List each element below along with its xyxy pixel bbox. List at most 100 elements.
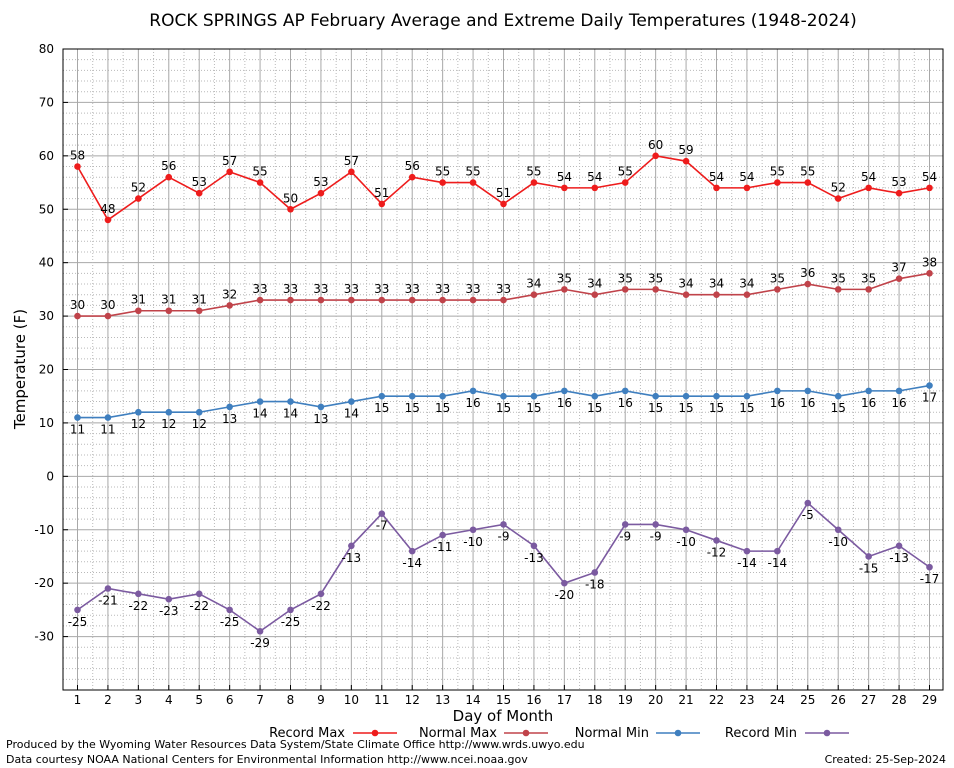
data-label-normal-min: 15 [405,401,420,415]
data-point-record-min [378,510,386,518]
data-point-record-max [256,179,264,186]
data-label-normal-max: 33 [374,282,389,296]
data-label-normal-min: 16 [770,396,785,410]
x-tick-label: 20 [648,693,663,707]
data-point-normal-min [226,403,233,411]
data-point-record-min [713,537,720,544]
data-point-normal-max [774,286,781,293]
data-label-record-max: 52 [131,181,146,195]
x-tick-label: 22 [709,693,724,707]
data-point-record-min [530,542,538,550]
data-label-record-max: 55 [770,165,785,179]
data-label-normal-max: 37 [891,261,906,275]
data-point-record-max [408,173,416,181]
data-label-normal-max: 33 [405,282,420,296]
data-label-normal-min: 15 [678,401,693,415]
data-point-record-max [804,179,812,186]
data-label-record-min: -21 [98,594,118,608]
data-point-normal-min [652,392,659,400]
data-point-record-min [682,526,690,534]
data-label-record-max: 53 [891,175,906,189]
data-point-normal-min [408,392,416,400]
data-point-record-min [895,542,903,550]
x-tick-label: 10 [344,693,359,707]
data-label-normal-max: 33 [435,282,450,296]
data-point-normal-max [104,312,112,320]
y-tick-label: -30 [34,630,54,644]
data-label-normal-max: 36 [800,266,815,280]
y-tick-label: 30 [39,309,54,323]
x-tick-label: 26 [831,693,846,707]
data-point-record-max [652,152,659,160]
data-point-record-max [74,163,81,170]
data-label-normal-max: 31 [192,293,207,307]
data-point-record-max [834,195,842,202]
data-label-normal-min: 15 [709,401,724,415]
x-tick-label: 18 [587,693,602,707]
data-point-record-max [621,179,629,186]
data-label-record-min: -22 [311,599,331,613]
x-tick-label: 13 [435,693,450,707]
data-point-record-min [226,606,233,614]
data-label-record-max: 53 [313,175,328,189]
data-label-record-max: 54 [861,170,876,184]
data-point-normal-max [408,296,416,304]
data-point-record-min [834,526,842,534]
x-tick-label: 9 [317,693,325,707]
data-point-normal-min [621,387,629,395]
data-label-record-min: -10 [828,535,848,549]
data-label-record-min: -23 [159,604,179,618]
data-point-record-max [591,184,599,192]
data-point-record-max [682,157,690,165]
data-label-record-max: 55 [252,165,267,179]
x-tick-label: 25 [800,693,815,707]
data-label-normal-max: 30 [70,298,85,312]
data-point-record-max [895,189,903,197]
data-point-normal-max [256,296,264,304]
x-tick-label: 5 [195,693,203,707]
data-point-normal-max [561,286,568,293]
data-label-record-max: 55 [618,165,633,179]
data-label-normal-min: 16 [891,396,906,410]
data-point-record-max [469,179,477,186]
legend-label: Record Min [725,726,797,741]
data-point-record-max [348,168,355,176]
footer-produced-by: Produced by the Wyoming Water Resources … [6,738,585,751]
x-tick-label: 16 [526,693,541,707]
data-label-normal-min: 15 [374,401,389,415]
data-point-normal-min [317,403,325,411]
data-label-normal-max: 31 [131,293,146,307]
y-tick-label: 40 [39,256,54,270]
x-axis: 1 2 3 4 5 6 7 8 9 10 11 12 13 14 15 16 17 18 19 20 21 22 23 24 2… [74,685,937,707]
data-point-normal-min [500,392,507,400]
x-tick-label: 23 [739,693,754,707]
data-point-normal-min [804,387,812,395]
data-point-normal-min [135,408,142,416]
data-point-normal-min [348,398,355,405]
data-label-normal-max: 32 [222,287,237,301]
data-label-normal-min: 16 [800,396,815,410]
data-label-normal-min: 16 [465,396,480,410]
legend-swatch-marker [674,729,682,737]
data-point-normal-max [439,296,446,304]
data-label-normal-min: 11 [100,423,115,437]
data-point-normal-max [530,291,538,299]
data-point-normal-max [195,307,203,315]
chart-title: ROCK SPRINGS AP February Average and Ext… [149,11,856,31]
data-label-normal-max: 35 [648,271,663,285]
data-point-record-max [287,205,294,213]
data-point-normal-max [895,275,903,282]
data-point-normal-max [652,286,659,293]
data-label-normal-max: 30 [100,298,115,312]
data-label-record-max: 50 [283,191,298,205]
data-point-record-max [317,189,325,197]
data-point-record-min [621,521,629,528]
data-label-normal-max: 35 [831,271,846,285]
data-point-record-max [561,184,568,192]
data-point-normal-max [591,291,599,299]
data-label-normal-max: 33 [252,282,267,296]
data-label-normal-max: 34 [709,277,724,291]
data-label-record-max: 54 [922,170,937,184]
data-label-record-max: 56 [161,159,176,173]
